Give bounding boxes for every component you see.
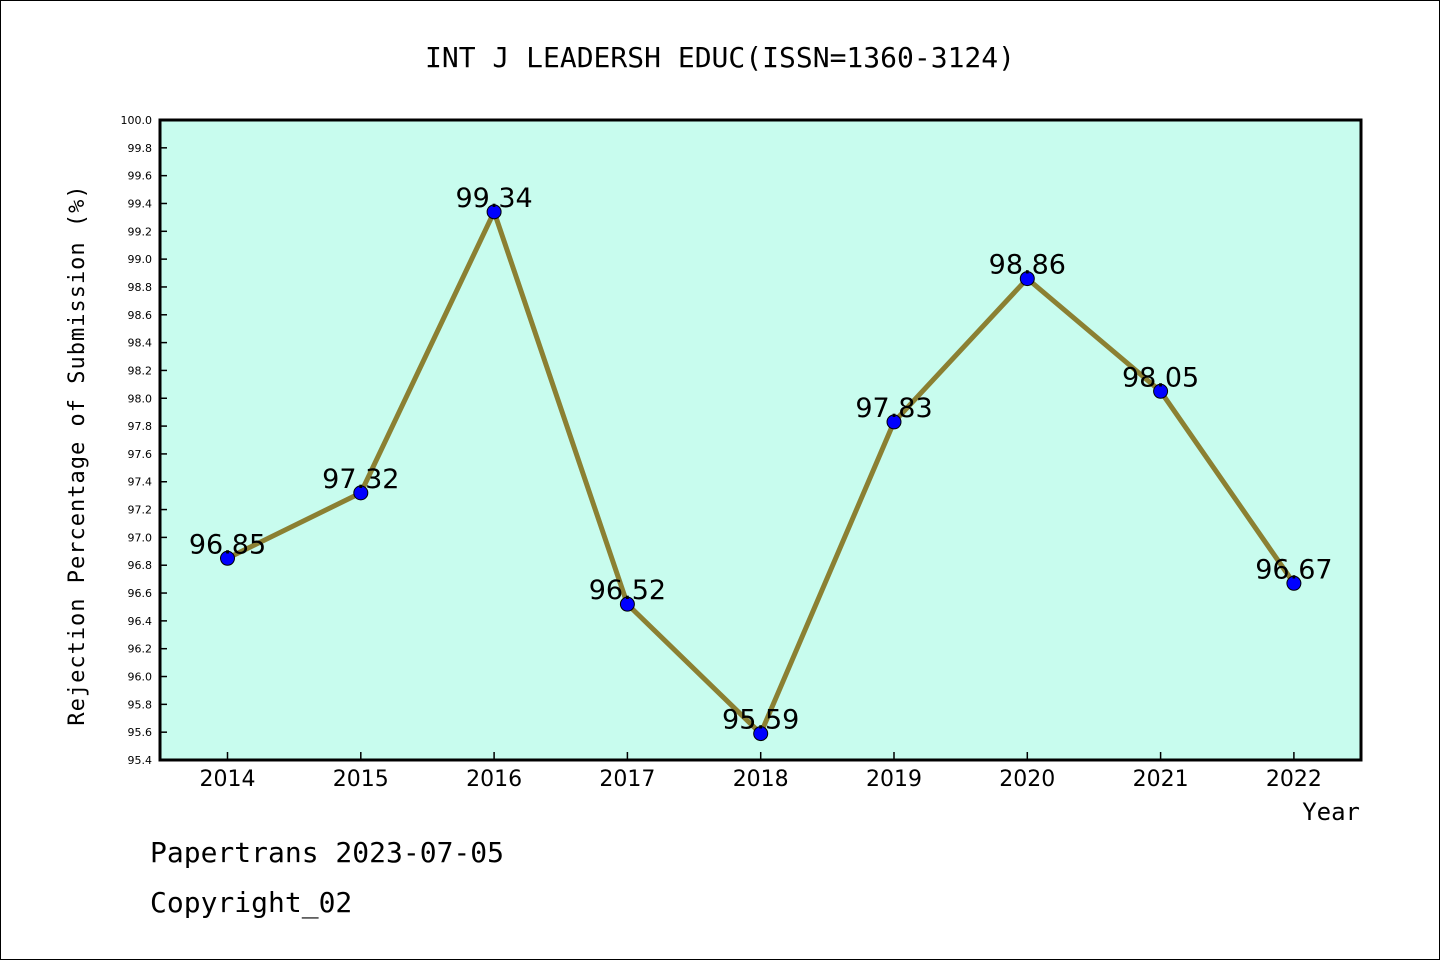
y-tick-label: 95.6 xyxy=(128,726,153,739)
chart-title: INT J LEADERSH EDUC(ISSN=1360-3124) xyxy=(425,41,1015,74)
data-label: 98.05 xyxy=(1122,362,1199,393)
data-label: 96.85 xyxy=(189,529,266,560)
x-tick-label: 2019 xyxy=(866,767,922,792)
y-tick-label: 99.6 xyxy=(128,170,153,183)
y-tick-label: 96.0 xyxy=(128,671,153,684)
data-point xyxy=(619,596,635,612)
y-tick-label: 95.8 xyxy=(128,698,153,711)
y-tick-label: 98.0 xyxy=(128,392,153,405)
x-tick-label: 2016 xyxy=(466,767,522,792)
data-point xyxy=(753,726,769,742)
x-tick-label: 2020 xyxy=(999,767,1055,792)
y-tick-label: 99.2 xyxy=(128,225,153,238)
y-tick-label: 97.6 xyxy=(128,448,153,461)
y-axis-ticks: 95.4 95.6 95.8 96.0 96.2 96.4 96.6 96.8 97.0 97.2… xyxy=(121,114,167,767)
data-point xyxy=(1019,271,1035,287)
x-axis-label: Year xyxy=(1302,798,1360,826)
data-points xyxy=(220,204,1302,742)
data-point xyxy=(1286,575,1302,591)
y-tick-label: 97.8 xyxy=(128,420,153,433)
y-tick-label: 98.8 xyxy=(128,281,153,294)
y-tick-label: 98.2 xyxy=(128,364,153,377)
x-axis-ticks: 2014 2015 2016 2017 2018 2019 2020 2021 2022 xyxy=(200,752,1322,792)
data-label: 97.32 xyxy=(322,464,399,495)
y-tick-label: 98.6 xyxy=(128,309,153,322)
data-point xyxy=(886,414,902,430)
y-axis-label: Rejection Percentage of Submission (%) xyxy=(65,184,90,725)
data-point xyxy=(1153,383,1169,399)
x-tick-label: 2018 xyxy=(733,767,789,792)
x-tick-label: 2015 xyxy=(333,767,389,792)
data-label: 97.83 xyxy=(855,393,932,424)
data-label: 98.86 xyxy=(989,250,1066,281)
y-tick-label: 97.4 xyxy=(128,476,153,489)
footer-copyright: Copyright_02 xyxy=(150,886,353,919)
y-tick-label: 97.2 xyxy=(128,504,153,517)
data-label: 96.67 xyxy=(1255,554,1332,585)
data-point xyxy=(486,204,502,220)
data-point xyxy=(220,550,235,566)
data-label: 96.52 xyxy=(589,575,666,606)
y-tick-label: 95.4 xyxy=(128,754,153,767)
plot-border xyxy=(158,118,1363,762)
y-tick-label: 97.0 xyxy=(128,531,153,544)
y-tick-label: 96.4 xyxy=(128,615,153,628)
footer-date: Papertrans 2023-07-05 xyxy=(150,836,505,869)
plot-area xyxy=(160,120,1361,760)
y-tick-label: 96.2 xyxy=(128,643,153,656)
y-tick-label: 98.4 xyxy=(128,337,153,350)
data-label: 95.59 xyxy=(722,705,799,736)
x-tick-label: 2022 xyxy=(1266,767,1322,792)
y-tick-label: 99.8 xyxy=(128,142,153,155)
x-tick-label: 2021 xyxy=(1133,767,1189,792)
x-tick-label: 2014 xyxy=(200,767,256,792)
data-label: 99.34 xyxy=(455,183,532,214)
y-tick-label: 99.4 xyxy=(128,197,153,210)
y-tick-label: 96.6 xyxy=(128,587,153,600)
y-tick-label: 99.0 xyxy=(128,253,153,266)
data-point xyxy=(353,485,369,501)
x-tick-label: 2017 xyxy=(599,767,655,792)
data-labels: 96.85 97.32 99.34 96.52 95.59 97.83 98.86 98.05… xyxy=(189,183,1333,736)
y-tick-label: 100.0 xyxy=(121,114,153,127)
y-tick-label: 96.8 xyxy=(128,559,153,572)
